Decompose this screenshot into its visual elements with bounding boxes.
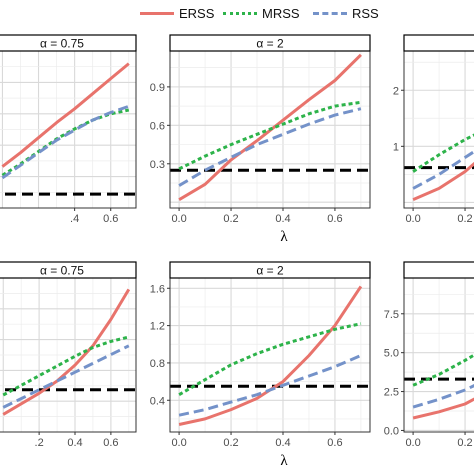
strip-box (0, 34, 137, 52)
panel-2: α = 2 0.0 0.2 0.4 0.6 0.3 0.6 0.9 λ (150, 34, 371, 245)
x-tick-label: 0.6 (327, 213, 342, 225)
legend-line-mrss (223, 11, 257, 15)
y-tick-label: 7.5 (384, 309, 399, 321)
series-line-mrss (178, 100, 362, 171)
x-tick-label: 0.4 (275, 213, 290, 225)
series-line-rss (1, 104, 130, 180)
x-tick-label: 0.2 (223, 213, 238, 225)
y-tick-label: 2.5 (384, 387, 399, 399)
x-tick-label: 0.0 (405, 213, 420, 225)
x-tick-label: 0.4 (275, 437, 290, 449)
legend-label-rss: RSS (352, 5, 379, 21)
y-tick-label: 0.9 (150, 82, 165, 94)
y-tick-label: 5.0 (384, 348, 399, 360)
strip-box (169, 34, 371, 52)
series-line-erss (1, 62, 130, 168)
y-tick-label: 0.4 (150, 395, 165, 407)
legend-item-mrss: MRSS (223, 4, 300, 22)
x-tick-label: 0.0 (405, 437, 420, 449)
x-tick-label: 0.4 (67, 437, 82, 449)
strip-label: α = 0.75 (40, 37, 84, 51)
legend-item-erss: ERSS (140, 4, 214, 22)
series-line-erss (2, 288, 131, 416)
series-line-mrss (412, 353, 474, 387)
series-line-mrss (2, 335, 130, 397)
strip-box (169, 261, 371, 279)
x-tick-label: 0.6 (103, 213, 118, 225)
panel-3: 0.0 0.2 1 2 (393, 34, 474, 225)
strip-label: α = 2 (256, 264, 284, 278)
strip-label: α = 0.75 (40, 264, 84, 278)
x-tick-label: 0.0 (171, 437, 186, 449)
strip-box (403, 261, 474, 279)
x-tick-label: 0.2 (223, 437, 238, 449)
x-axis-label: λ (280, 453, 288, 469)
y-tick-label: 1 (393, 141, 399, 153)
series-line-mrss (412, 133, 474, 173)
series-line-erss (412, 161, 474, 201)
legend-label-mrss: MRSS (262, 5, 300, 21)
x-tick-label: 0.6 (103, 437, 118, 449)
legend-label-erss: ERSS (179, 5, 215, 21)
x-tick-label: .2 (35, 437, 44, 449)
series-line-rss (178, 107, 362, 187)
legend-line-erss (140, 11, 174, 15)
legend-item-rss: RSS (313, 4, 379, 22)
y-tick-label: 1.2 (150, 321, 165, 333)
y-tick-label: 0.6 (150, 120, 165, 132)
series-line-rss (178, 354, 362, 417)
panel-6: 0.0 0.2 0.0 2.5 5.0 7.5 (384, 261, 474, 449)
strip-box (403, 34, 474, 52)
strip-box (0, 261, 137, 279)
panel-1: α = 0.75 .4 0.6 (0, 34, 137, 225)
plot-background (170, 278, 370, 432)
series-line-rss (2, 344, 130, 409)
y-tick-label: 1.6 (150, 283, 165, 295)
y-tick-label: 0.8 (150, 358, 165, 370)
strip-label: α = 2 (256, 37, 284, 51)
y-tick-label: 0.0 (384, 425, 399, 437)
x-tick-label: 0.2 (457, 213, 472, 225)
panel-5: α = 2 0.0 0.2 0.4 0.6 0.4 0.8 1.2 1.6 λ (150, 261, 371, 469)
panel-border (403, 277, 474, 433)
x-tick-label: .4 (70, 213, 79, 225)
legend: ERSS MRSS RSS (0, 0, 474, 26)
x-tick-label: 0.0 (171, 213, 186, 225)
x-axis-label: λ (280, 229, 288, 245)
x-tick-label: 0.6 (327, 437, 342, 449)
series-line-erss (412, 397, 474, 420)
x-tick-label: 0.2 (457, 437, 472, 449)
y-tick-label: 2 (393, 85, 399, 97)
panel-4: α = 0.75 .2 0.4 0.6 (0, 261, 137, 449)
legend-line-rss (313, 11, 347, 15)
y-tick-label: 0.3 (150, 159, 165, 171)
panel-border (403, 50, 474, 209)
